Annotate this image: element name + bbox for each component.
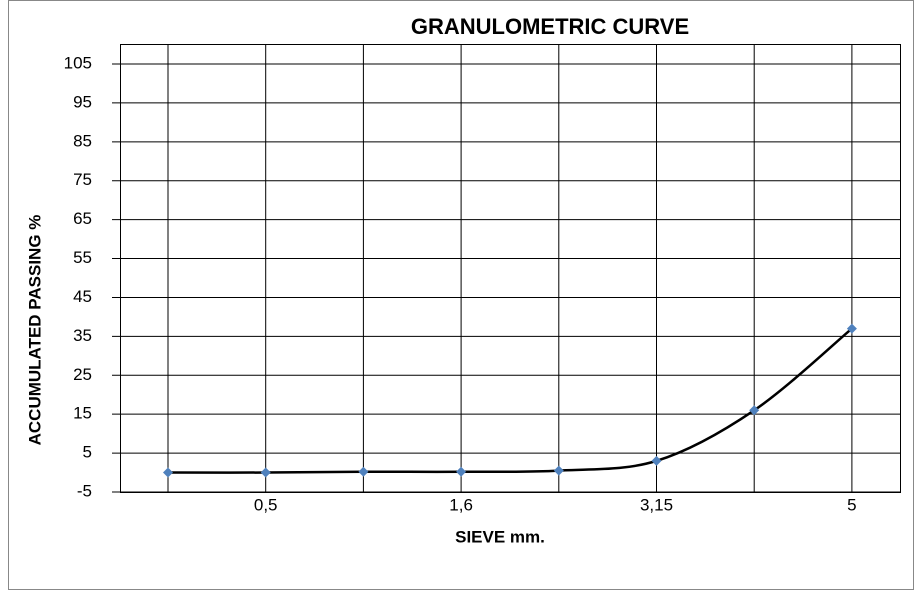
y-tick-label: 55 (73, 248, 92, 267)
marker (651, 455, 662, 466)
marker (456, 466, 467, 477)
y-tick-label: 5 (83, 443, 92, 462)
y-tick-label: 35 (73, 326, 92, 345)
marker (260, 467, 271, 478)
marker (749, 405, 760, 416)
x-tick-label: 1,6 (449, 495, 473, 514)
x-tick-label: 0,5 (254, 495, 278, 514)
chart-title: GRANULOMETRIC CURVE (411, 14, 689, 39)
x-tick-label: 3,15 (640, 495, 673, 514)
y-tick-label: 65 (73, 209, 92, 228)
y-tick-label: 45 (73, 287, 92, 306)
y-tick-label: 25 (73, 365, 92, 384)
x-axis-title: SIEVE mm. (455, 527, 545, 546)
marker (163, 467, 173, 478)
y-tick-label: 95 (73, 92, 92, 111)
y-tick-label: -5 (77, 481, 92, 500)
y-tick-label: 15 (73, 404, 92, 423)
y-tick-label: 85 (73, 131, 92, 150)
y-tick-label: 75 (73, 170, 92, 189)
marker (358, 466, 369, 477)
marker (553, 465, 564, 476)
y-axis-title: ACCUMULATED PASSING % (25, 215, 44, 446)
marker (846, 323, 857, 334)
x-tick-label: 5 (847, 495, 856, 514)
y-tick-label: 105 (64, 53, 92, 72)
